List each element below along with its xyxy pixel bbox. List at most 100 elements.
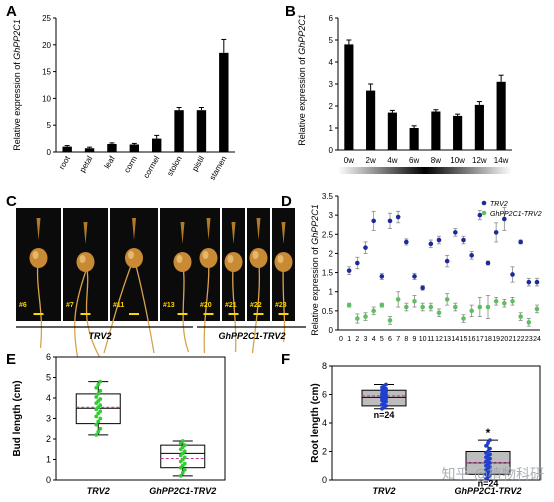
data-point (182, 467, 187, 472)
data-point (477, 304, 483, 310)
data-point (510, 298, 515, 304)
x-tick-label: 2 (355, 336, 359, 343)
y-tick-label: 3 (329, 80, 334, 89)
sprout-shoot (180, 222, 185, 244)
x-tick-label: 0w (344, 156, 354, 165)
bar (196, 110, 207, 152)
x-tick-label: 4w (387, 156, 397, 165)
data-point (461, 316, 466, 321)
data-point (453, 304, 458, 310)
data-point (469, 308, 474, 314)
scale-bar (253, 313, 264, 315)
plant-id-label: #13 (163, 302, 175, 309)
data-point (488, 469, 492, 474)
data-point (395, 297, 401, 302)
data-point (98, 397, 103, 401)
data-point (355, 316, 360, 321)
plant-id-label: #11 (113, 302, 124, 309)
plant-photo: #6 (16, 208, 61, 349)
corm (125, 248, 143, 268)
y-tick-label: 3 (329, 211, 334, 220)
x-tick-label: 24 (533, 336, 541, 343)
data-point (98, 403, 103, 408)
sprout-shoot (281, 222, 286, 244)
data-point (346, 302, 352, 308)
y-tick-label: 6 (329, 14, 334, 23)
y-tick-label: 3 (46, 414, 51, 424)
data-point (488, 446, 492, 451)
x-tick-label: 16 (468, 336, 476, 343)
y-tick-label: 5 (329, 36, 334, 45)
panel-letter-d: D (281, 193, 292, 210)
watermark: 知乎 @植物科研 (441, 467, 544, 483)
x-tick-label: 10w (450, 156, 465, 165)
legend-marker (481, 210, 487, 216)
corm-highlight (128, 251, 134, 259)
plant-photo: #7 (63, 208, 108, 358)
data-point (453, 230, 458, 235)
y-tick-label: 0.5 (322, 307, 334, 316)
data-point (485, 260, 491, 266)
data-point (96, 392, 101, 396)
x-tick-label: 1 (347, 336, 351, 343)
x-tick-label: 11 (427, 336, 434, 343)
data-point (94, 395, 99, 399)
x-tick-label: 19 (492, 336, 500, 343)
data-point (428, 304, 434, 310)
corm-highlight (176, 255, 183, 263)
data-point (444, 297, 450, 302)
x-category-label: GhPP2C1-TRV2 (454, 486, 521, 496)
x-tick-label: 0 (339, 336, 343, 343)
data-point (182, 461, 187, 466)
plant-photo: #11 (103, 208, 158, 354)
scale-bar (80, 313, 91, 315)
x-tick-label: 14w (494, 156, 509, 165)
data-point (379, 302, 385, 308)
x-tick-label: corm (122, 154, 139, 174)
data-point (526, 279, 532, 285)
data-point (371, 218, 376, 224)
panel-letter-f: F (281, 351, 290, 368)
data-point (477, 212, 483, 218)
y-tick-label: 1 (329, 288, 334, 297)
data-point (493, 230, 499, 235)
x-tick-label: 20 (500, 336, 508, 343)
bar (453, 115, 463, 150)
data-point (485, 304, 491, 310)
scale-bar (177, 313, 188, 315)
panel-letter-e: E (6, 351, 16, 368)
corm (224, 252, 243, 272)
sprout-shoot (36, 218, 41, 240)
x-tick-label: 5 (380, 336, 384, 343)
corm (29, 248, 48, 268)
bar (496, 81, 506, 150)
data-point (404, 304, 409, 310)
group-label-trv2: TRV2 (88, 331, 111, 341)
x-tick-label: 9 (413, 336, 417, 343)
data-point (98, 416, 103, 421)
y-tick-label: 10 (42, 94, 51, 103)
y-tick-label: 6 (322, 390, 327, 400)
corm-highlight (277, 255, 284, 263)
data-point (94, 433, 99, 437)
y-tick-label: 5 (47, 121, 52, 130)
bar (107, 143, 117, 152)
data-point (363, 314, 368, 319)
panel-letter-a: A (6, 3, 17, 20)
data-point (182, 455, 187, 460)
plant-photo: #23 (272, 208, 295, 343)
y-tick-label: 4 (329, 58, 334, 67)
x-tick-label: 7 (396, 336, 400, 343)
y-tick-label: 20 (42, 41, 51, 50)
data-point (96, 429, 101, 434)
data-point (420, 285, 425, 291)
x-tick-label: 6 (388, 336, 392, 343)
data-point (384, 404, 388, 408)
data-point (412, 274, 417, 279)
corm-highlight (32, 251, 39, 259)
bar (84, 148, 95, 152)
data-point (98, 388, 103, 393)
plant-photo: #21 (222, 208, 245, 353)
plant-id-label: #23 (275, 302, 287, 309)
x-category-label: GhPP2C1-TRV2 (149, 486, 216, 496)
